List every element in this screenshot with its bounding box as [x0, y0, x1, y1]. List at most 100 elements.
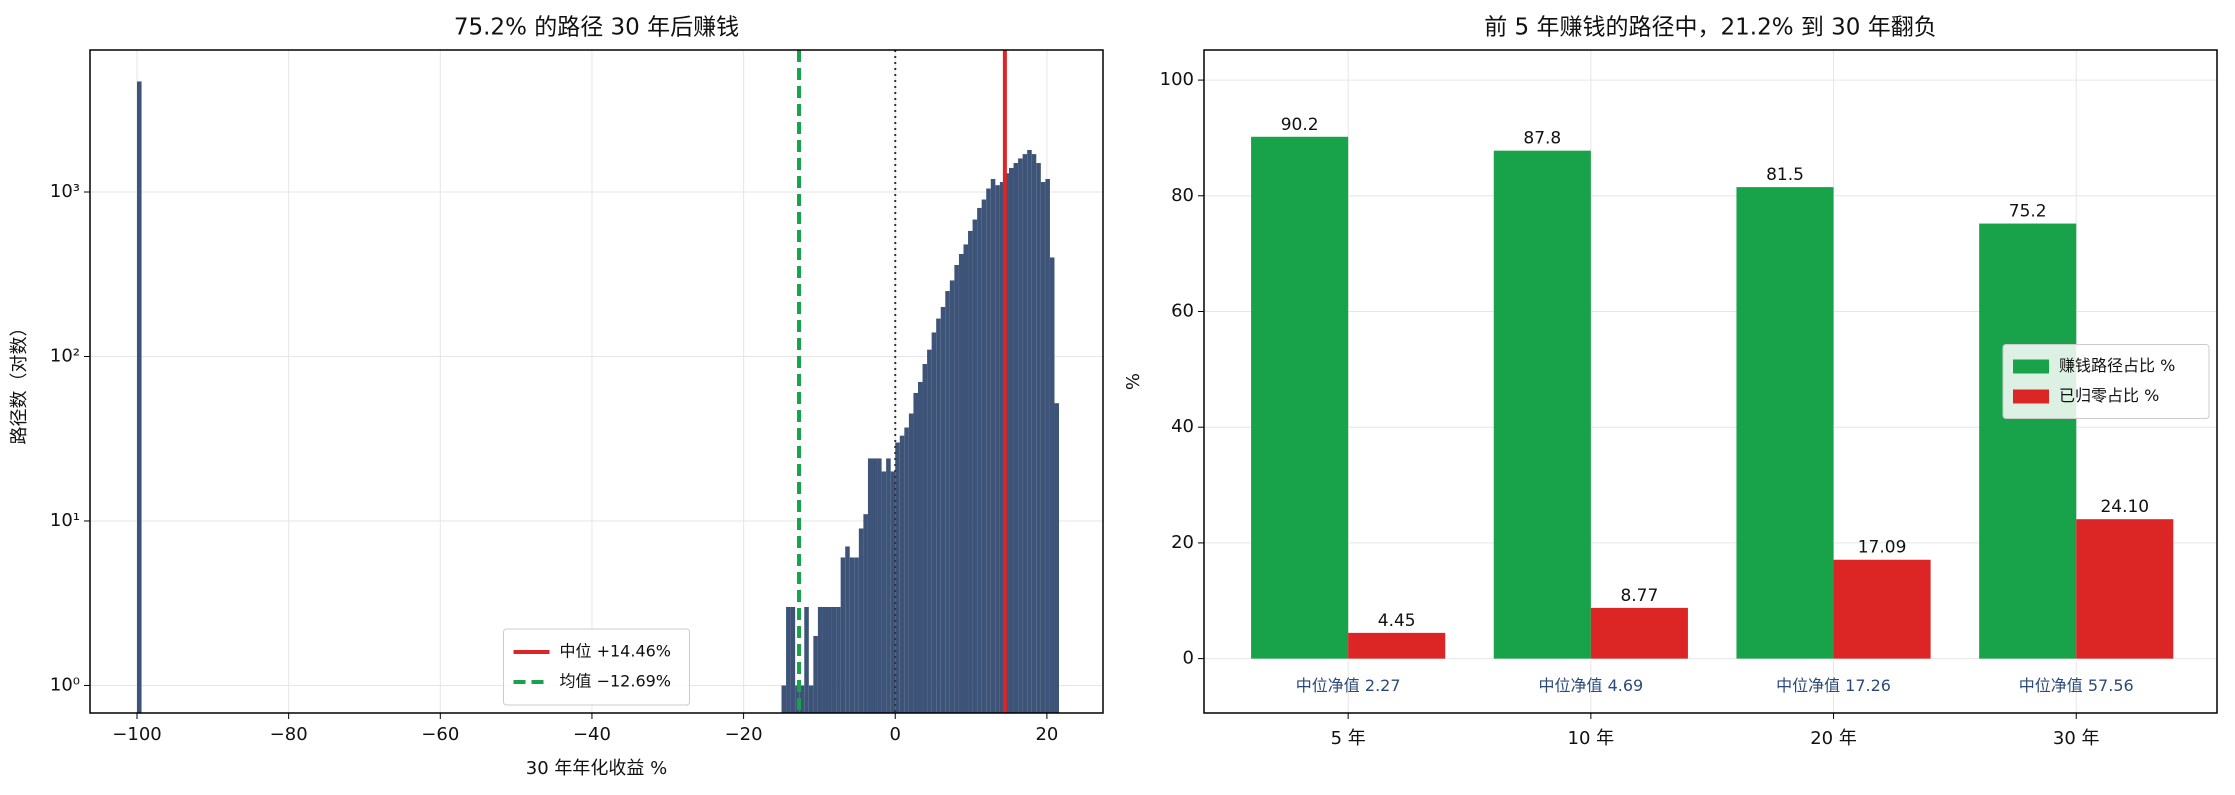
histogram-bar [999, 182, 1005, 714]
histogram-bar [927, 349, 932, 713]
histogram-bar [863, 514, 868, 713]
histogram-bar [895, 442, 900, 713]
y-tick-label: 40 [1171, 416, 1194, 437]
bar [1493, 150, 1591, 659]
histogram-bar [831, 606, 837, 713]
histogram-bar [913, 392, 918, 713]
x-tick-label: 10 年 [1568, 728, 1615, 749]
histogram-bar [954, 264, 959, 713]
histogram-bar [908, 413, 914, 713]
histogram-bar [858, 528, 864, 713]
bar [1348, 632, 1446, 659]
legend-swatch [2013, 389, 2049, 404]
value-label: 17.09 [1858, 538, 1907, 558]
value-label: 90.2 [1281, 115, 1319, 135]
histogram-bar [786, 606, 791, 713]
value-label: 8.77 [1620, 586, 1658, 606]
x-tick-label: 5 年 [1331, 728, 1366, 749]
plot-frame [1203, 49, 2218, 714]
bar [1251, 136, 1349, 659]
histogram-bar [872, 458, 878, 713]
y-tick-label: 20 [1171, 532, 1194, 553]
histogram-bar [1027, 150, 1032, 713]
y-tick-label: 80 [1171, 185, 1194, 206]
histogram-bar [940, 306, 946, 713]
value-label: 87.8 [1523, 129, 1561, 149]
histogram-bar [790, 606, 796, 713]
histogram-bar [968, 230, 973, 713]
legend-label: 已归零占比 % [2059, 386, 2159, 405]
plot-frame [89, 49, 1104, 714]
histogram-bar [949, 280, 955, 713]
legend-box [503, 628, 690, 706]
histogram-bar [890, 471, 896, 713]
histogram-bar [881, 471, 887, 713]
histogram-bar [840, 557, 846, 713]
histogram-bar [836, 606, 841, 713]
histogram-bar [995, 185, 1000, 713]
chart-title: 75.2% 的路径 30 年后赚钱 [454, 15, 739, 41]
histogram-bar [1045, 178, 1050, 713]
histogram-bar [137, 81, 142, 713]
histogram-bar [1036, 163, 1041, 714]
y-tick-label: 10¹ [50, 510, 80, 531]
histogram-bar [931, 332, 937, 713]
chart-title: 前 5 年赚钱的路径中，21.2% 到 30 年翻负 [1484, 15, 1937, 41]
bar [1979, 223, 2077, 659]
histogram-bar [808, 685, 814, 713]
x-tick-label: −60 [421, 724, 459, 745]
histogram-bar [972, 219, 978, 713]
legend-box [2002, 344, 2210, 419]
histogram-bar [886, 458, 891, 713]
histogram-bar [958, 253, 964, 714]
histogram-bar [986, 188, 991, 713]
histogram-bar [977, 207, 982, 713]
histogram-bar [827, 606, 832, 713]
legend-label: 中位 +14.46% [560, 642, 672, 661]
y-tick-label: 10⁰ [50, 674, 80, 695]
histogram-bar [1022, 154, 1028, 714]
histogram-bar [936, 318, 941, 713]
y-tick-label: 0 [1183, 648, 1194, 669]
histogram-bar [1008, 167, 1014, 713]
histogram-bar [845, 546, 850, 713]
histogram-bar [990, 178, 996, 713]
x-tick-label: −80 [270, 724, 308, 745]
value-label: 4.45 [1378, 611, 1416, 631]
legend-label: 赚钱路径占比 % [2059, 356, 2175, 375]
x-tick-label: −20 [725, 724, 763, 745]
histogram-bar [877, 458, 882, 713]
histogram-bar [963, 244, 969, 713]
histogram-bar [854, 557, 859, 713]
histogram-bar [781, 685, 787, 713]
y-axis-label: % [1123, 373, 1144, 390]
histogram-bar [904, 427, 909, 713]
histogram-bar [1049, 257, 1055, 713]
histogram-bar [1031, 154, 1037, 714]
histogram-bar [981, 199, 987, 713]
x-tick-label: −40 [573, 724, 611, 745]
histogram-bar [804, 606, 809, 713]
y-tick-label: 60 [1171, 300, 1194, 321]
histogram-bar [917, 381, 923, 713]
y-axis-label: 路径数（对数） [9, 319, 30, 445]
histogram-bar [899, 435, 905, 713]
histogram-bar [867, 458, 873, 713]
y-tick-label: 10² [50, 345, 80, 366]
histogram-bar [1018, 158, 1023, 713]
bar [1736, 187, 1834, 659]
histogram-bar [945, 291, 950, 713]
legend-label: 均值 −12.69% [560, 672, 672, 691]
annotation: 中位净值 2.27 [1296, 676, 1401, 695]
x-tick-label: 20 年 [1810, 728, 1857, 749]
histogram-bar [1054, 403, 1060, 713]
annotation: 中位净值 17.26 [1776, 676, 1891, 695]
histogram-bar [1040, 182, 1046, 714]
bar [1833, 559, 1931, 659]
value-label: 24.10 [2100, 497, 2149, 517]
y-tick-label: 100 [1160, 69, 1194, 90]
x-tick-label: 30 年 [2053, 728, 2100, 749]
value-label: 75.2 [2009, 202, 2047, 222]
